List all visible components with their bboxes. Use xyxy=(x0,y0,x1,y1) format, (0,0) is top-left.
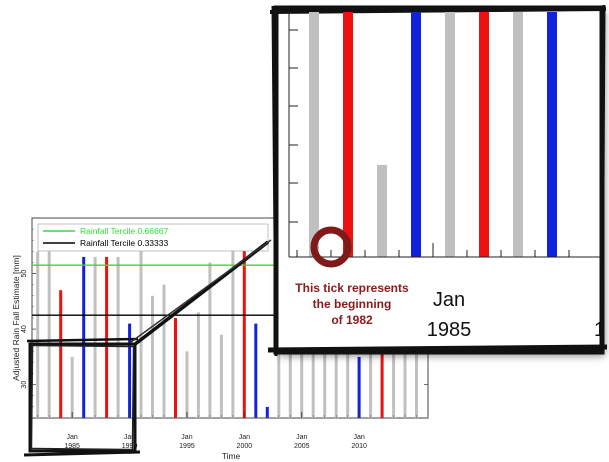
bar-1989 xyxy=(116,256,120,418)
bar-2009 xyxy=(346,345,350,418)
zoom-bar-1986 xyxy=(445,12,455,257)
callout-circle xyxy=(310,226,352,268)
legend-label-lower: Rainfall Tercile 0.33333 xyxy=(80,238,168,248)
legend: Rainfall Tercile 0.66667 Rainfall Tercil… xyxy=(37,223,269,252)
bar-1993 xyxy=(162,284,166,418)
zoom-inset: This tick represents the beginning of 19… xyxy=(267,4,608,357)
bar-2001 xyxy=(254,323,258,418)
zoom-bar-1983 xyxy=(343,12,353,257)
x-tick-year-2005: 2005 xyxy=(294,443,310,450)
callout-line-3: of 1982 xyxy=(331,313,373,327)
x-tick-month-2000: Jan xyxy=(239,434,250,441)
bar-2011 xyxy=(369,345,373,418)
bar-2014 xyxy=(403,345,407,418)
bar-2008 xyxy=(334,345,338,418)
bar-2007 xyxy=(323,345,327,418)
bar-2010 xyxy=(357,356,361,418)
zoom-bar-1989 xyxy=(547,12,557,257)
legend-box xyxy=(37,223,269,252)
bar-2012 xyxy=(380,351,384,418)
highlight-box xyxy=(23,337,141,457)
callout-line-1: This tick represents xyxy=(295,281,409,295)
bar-1996 xyxy=(196,312,200,418)
bar-1998 xyxy=(219,334,223,418)
x-tick-year-2000: 2000 xyxy=(237,443,253,450)
x-axis-label: Time xyxy=(222,451,241,461)
bar-1990 xyxy=(128,323,132,418)
bar-1992 xyxy=(151,295,154,418)
x-tick-month-1985: Jan xyxy=(67,434,78,441)
bar-2004 xyxy=(288,345,292,418)
bar-2015 xyxy=(415,345,418,418)
y-axis-label: Adjusted Rain Fall Estimate [mm] xyxy=(11,255,21,381)
zoom-connector xyxy=(130,239,272,347)
legend-label-upper: Rainfall Tercile 0.66667 xyxy=(80,226,168,236)
x-tick-year-1985: 1985 xyxy=(64,443,80,450)
bar-1991 xyxy=(139,240,143,418)
x-axis-ticks: Jan 1985 Jan 1990 Jan 1995 Jan 2000 Jan 2005 Jan 20… xyxy=(37,412,429,450)
x-tick-year-1995: 1995 xyxy=(179,443,195,450)
zoom-bars xyxy=(309,12,557,257)
bar-2002 xyxy=(265,406,269,418)
bar-1988 xyxy=(105,256,109,418)
y-tick-label-50: 50 xyxy=(21,270,28,278)
bar-1985 xyxy=(70,356,74,418)
zoom-bar-1984 xyxy=(377,164,387,257)
bar-1982 xyxy=(36,251,40,418)
zoom-bar-1988 xyxy=(513,12,523,257)
bar-1995 xyxy=(185,351,189,418)
bar-1983 xyxy=(47,251,51,418)
x-tick-month-1995: Jan xyxy=(181,434,192,441)
x-tick-month-2010: Jan xyxy=(353,434,364,441)
bar-2006 xyxy=(311,345,315,418)
x-tick-month-1990: Jan xyxy=(124,434,135,441)
bar-1986 xyxy=(82,256,86,418)
zoom-tick-year: 1985 xyxy=(427,319,472,341)
bar-1984 xyxy=(59,290,63,418)
bar-1994 xyxy=(174,318,177,418)
x-tick-year-2010: 2010 xyxy=(351,443,367,450)
zoom-tick-month: Jan xyxy=(433,289,465,311)
zoom-bar-1987 xyxy=(479,12,489,257)
zoom-bar-1985 xyxy=(411,12,421,257)
callout-line-2: the beginning xyxy=(313,297,392,311)
bar-1987 xyxy=(93,256,97,418)
bar-2005 xyxy=(300,345,304,418)
zoom-bar-1982 xyxy=(309,12,319,257)
y-tick-label-30: 30 xyxy=(21,381,28,389)
x-tick-month-2005: Jan xyxy=(296,434,307,441)
x-tick-year-1990: 1990 xyxy=(122,443,138,450)
bar-1999 xyxy=(231,234,235,418)
main-bars xyxy=(36,229,418,418)
bar-2013 xyxy=(392,345,396,418)
bar-2000 xyxy=(242,229,246,418)
zoom-tick-partial: 1 xyxy=(594,319,605,341)
bar-2003 xyxy=(277,351,281,418)
bar-1997 xyxy=(208,262,212,418)
y-tick-label-40: 40 xyxy=(21,325,28,333)
